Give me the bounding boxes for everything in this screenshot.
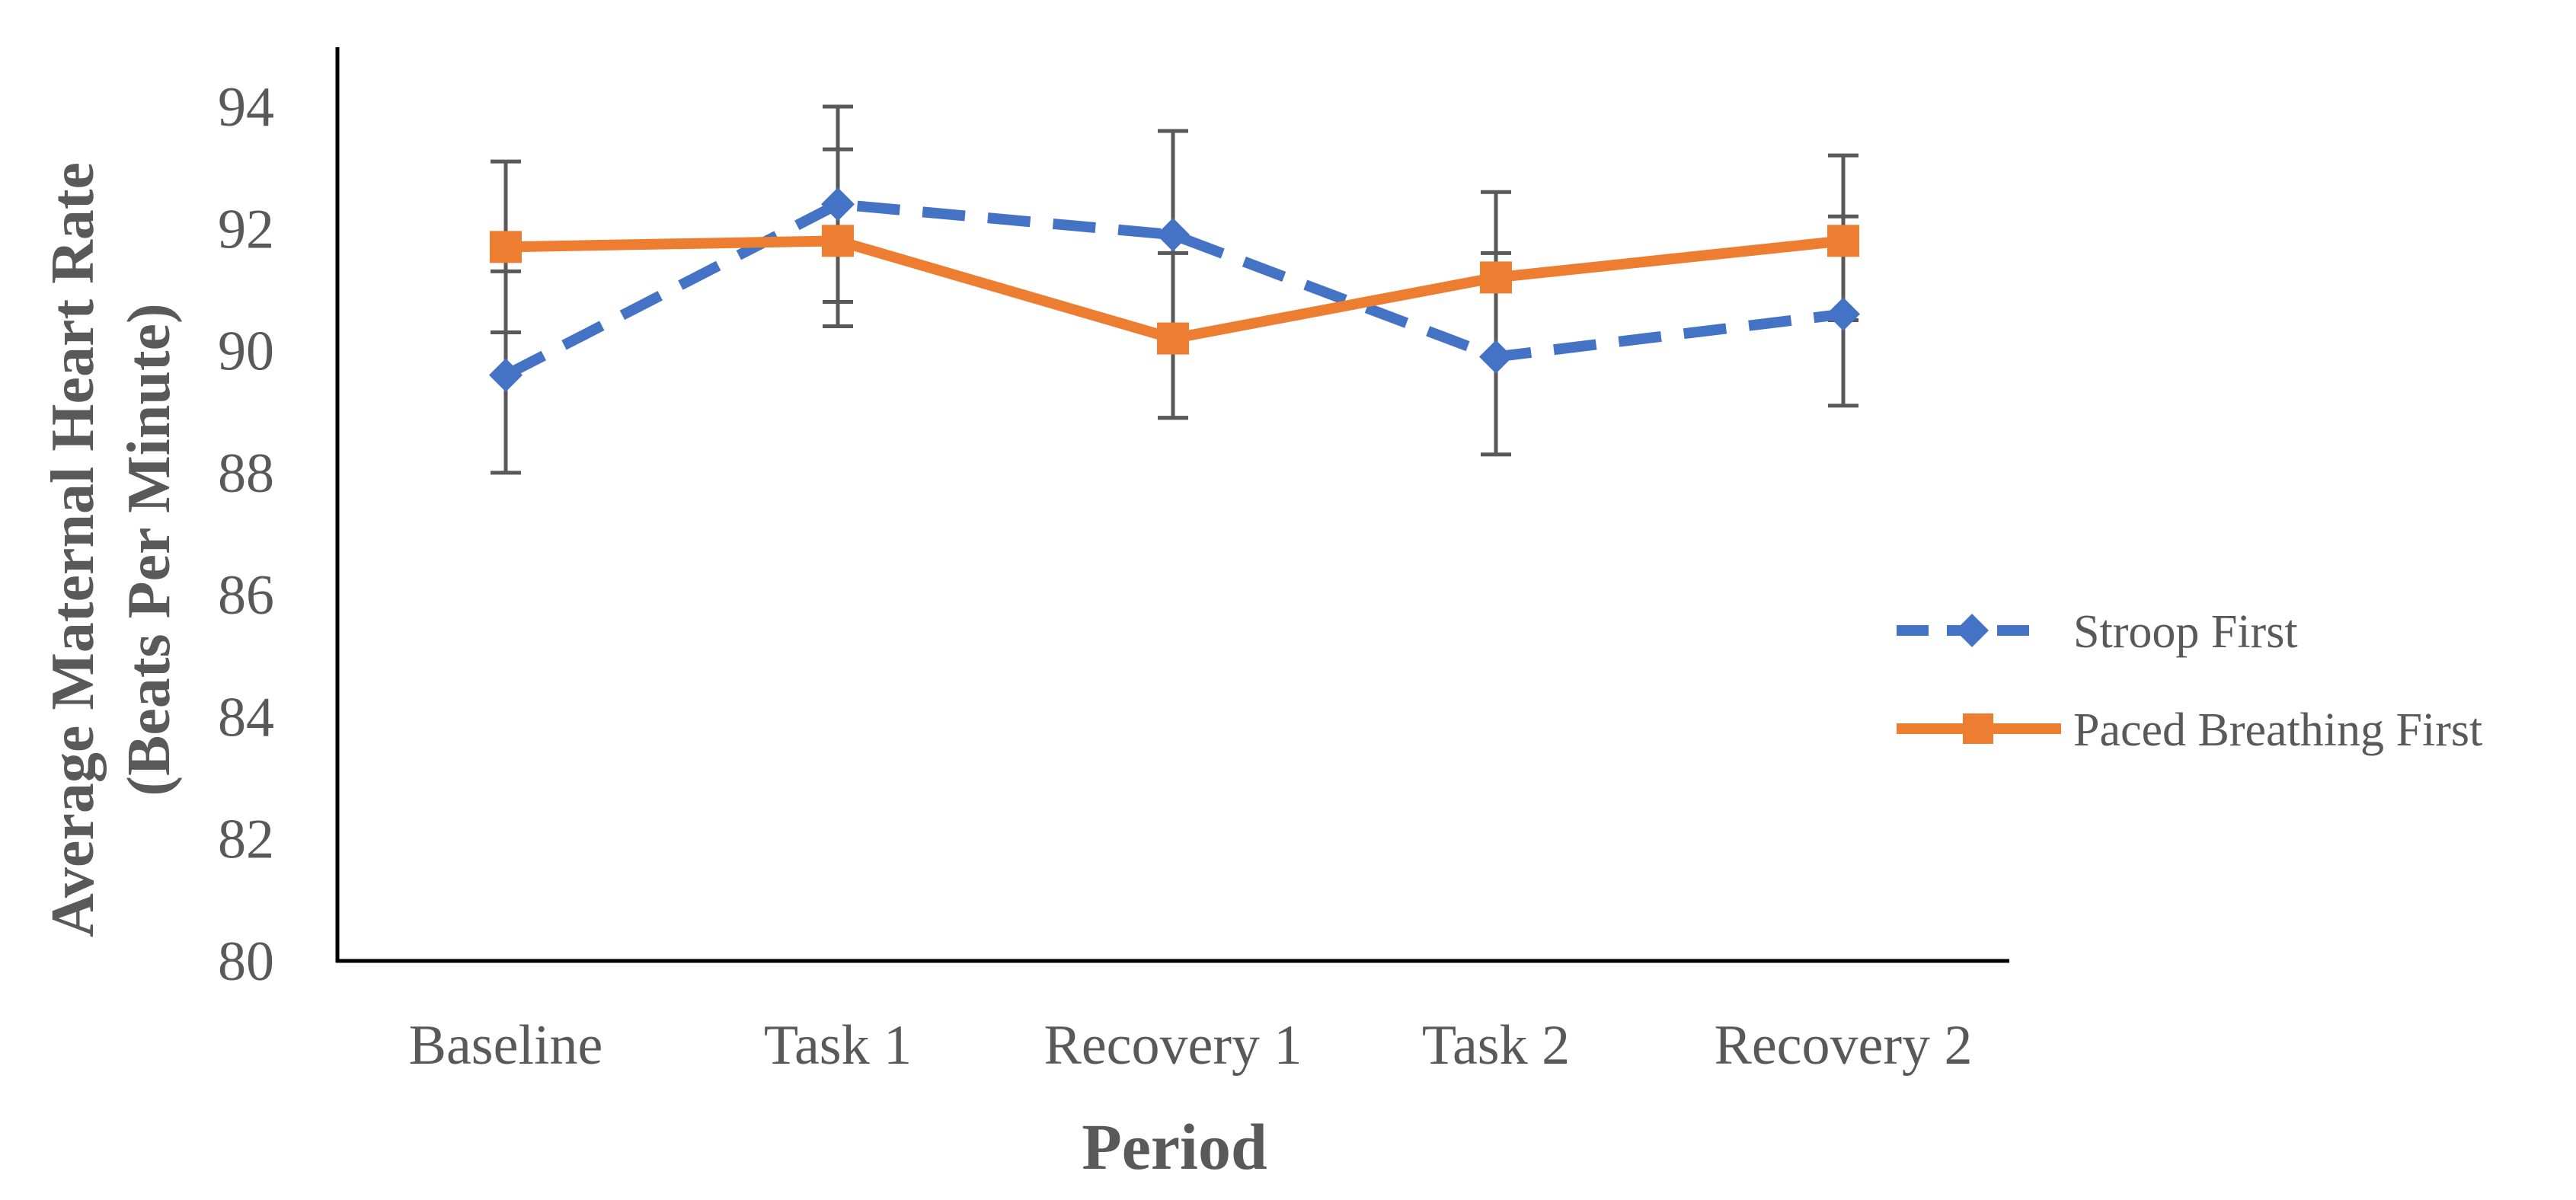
x-tick-labels: Baseline Task 1 Recovery 1 Task 2 Recovery 2 bbox=[409, 1014, 1973, 1077]
data-point-square bbox=[1480, 261, 1512, 294]
legend: Stroop First Paced Breathing First bbox=[1897, 606, 2482, 756]
legend-item-stroop-first: Stroop First bbox=[1897, 606, 2298, 658]
data-point-diamond bbox=[1827, 297, 1860, 331]
y-tick-label: 84 bbox=[218, 686, 274, 748]
x-tick-label: Recovery 2 bbox=[1714, 1014, 1972, 1077]
data-point-diamond bbox=[821, 187, 855, 222]
x-tick-label: Baseline bbox=[409, 1014, 603, 1077]
legend-marker-square bbox=[1963, 713, 1993, 744]
x-tick-label: Task 2 bbox=[1422, 1014, 1570, 1077]
y-tick-label: 88 bbox=[218, 442, 274, 505]
legend-label-stroop-first: Stroop First bbox=[2073, 606, 2298, 658]
y-tick-label: 94 bbox=[218, 76, 274, 139]
y-axis-title: Average Maternal Heart Rate bbox=[40, 162, 107, 937]
data-point-square bbox=[822, 225, 854, 257]
y-tick-label: 82 bbox=[218, 809, 274, 871]
data-point-diamond bbox=[489, 358, 523, 392]
legend-label-paced-breathing-first: Paced Breathing First bbox=[2073, 704, 2482, 756]
data-point-square bbox=[490, 231, 522, 263]
y-tick-labels: 80 82 84 86 88 90 92 94 bbox=[218, 76, 274, 993]
data-point-diamond bbox=[1479, 340, 1513, 374]
y-tick-label: 86 bbox=[218, 564, 274, 627]
data-point-square bbox=[1157, 322, 1189, 355]
legend-item-paced-breathing-first: Paced Breathing First bbox=[1897, 704, 2482, 756]
x-tick-label: Recovery 1 bbox=[1044, 1014, 1302, 1077]
x-tick-label: Task 1 bbox=[764, 1014, 912, 1077]
legend-marker-diamond bbox=[1955, 614, 1989, 647]
y-tick-label: 92 bbox=[218, 198, 274, 260]
data-point-square bbox=[1827, 225, 1859, 257]
y-tick-label: 80 bbox=[218, 930, 274, 993]
error-bars bbox=[491, 104, 1858, 475]
data-point-diamond bbox=[1156, 218, 1190, 252]
x-axis-title: Period bbox=[1082, 1110, 1267, 1183]
y-axis-subtitle: (Beats Per Minute) bbox=[116, 303, 183, 796]
y-tick-label: 90 bbox=[218, 321, 274, 383]
series-markers bbox=[489, 187, 1860, 392]
